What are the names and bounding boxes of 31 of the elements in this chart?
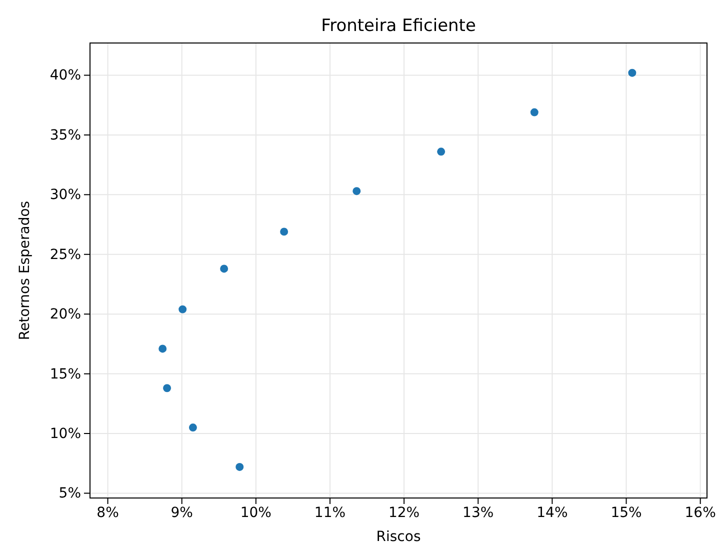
- x-tick-label: 14%: [536, 504, 568, 521]
- chart-title: Fronteira Eficiente: [321, 16, 476, 36]
- point: [178, 305, 187, 314]
- point: [236, 462, 244, 471]
- y-tick-label: 25%: [50, 246, 81, 263]
- point: [158, 344, 167, 353]
- point: [163, 384, 172, 392]
- x-tick-label: 12%: [388, 504, 420, 521]
- y-tick-label: 15%: [50, 366, 81, 382]
- y-axis-title: Retornos Esperados: [17, 200, 33, 340]
- y-tick-label: 20%: [50, 306, 81, 323]
- x-tick-label: 10%: [240, 504, 272, 521]
- point: [628, 68, 636, 77]
- x-tick-label: 15%: [610, 504, 642, 521]
- x-tick-label: 11%: [314, 504, 346, 521]
- y-tick-label: 35%: [50, 127, 81, 144]
- y-tick-label: 30%: [50, 187, 81, 204]
- y-tick-label: 10%: [50, 426, 81, 442]
- x-tick-label: 13%: [462, 504, 494, 521]
- point: [188, 424, 197, 432]
- x-axis-title: Riscos: [376, 529, 421, 545]
- point: [437, 148, 446, 156]
- point: [530, 108, 538, 116]
- y-tick-label: 40%: [50, 68, 81, 84]
- x-tick-label: 8%: [96, 504, 119, 521]
- point: [220, 264, 228, 273]
- point: [280, 228, 288, 236]
- y-tick-label: 5%: [58, 486, 81, 502]
- x-tick-label: 9%: [170, 504, 193, 521]
- x-tick-label: 16%: [684, 504, 716, 521]
- point: [352, 187, 361, 196]
